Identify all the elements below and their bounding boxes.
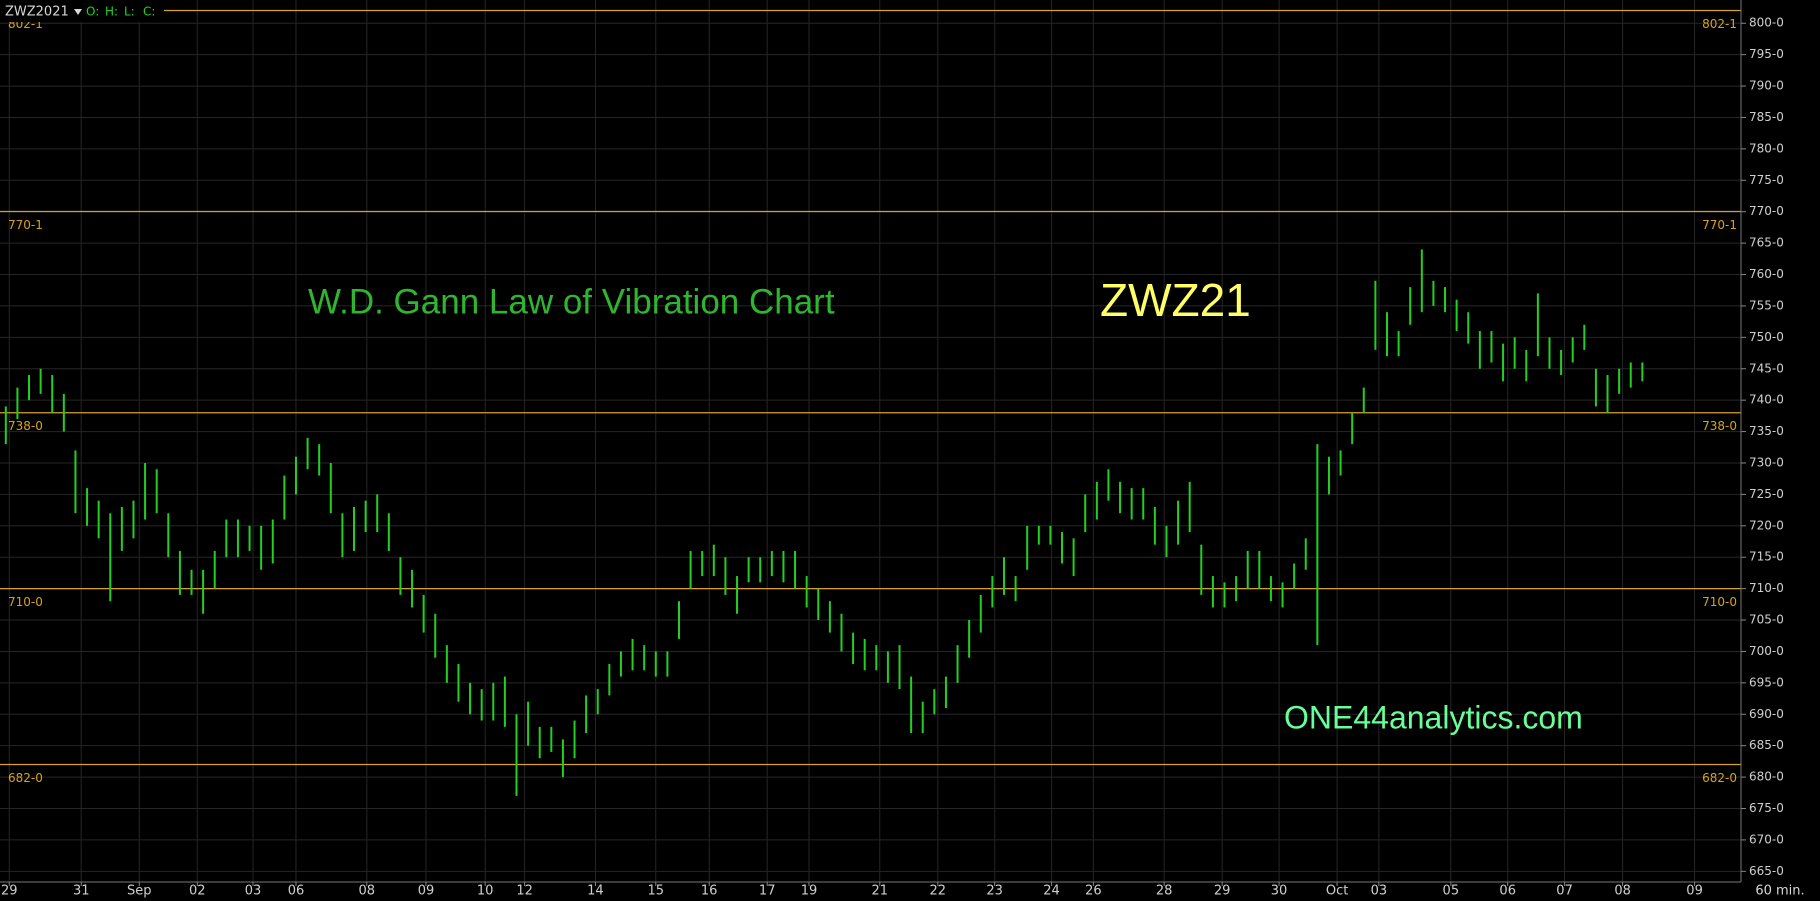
y-tick-label: 675-0 <box>1749 801 1784 815</box>
header-field: H: <box>105 5 118 19</box>
symbol-annotation: ZWZ21 <box>1100 274 1251 326</box>
y-tick-label: 770-0 <box>1749 204 1784 218</box>
y-tick-label: 730-0 <box>1749 455 1784 469</box>
chart-title: W.D. Gann Law of Vibration Chart <box>308 282 835 321</box>
y-tick-label: 670-0 <box>1749 832 1784 846</box>
y-tick-label: 720-0 <box>1749 518 1784 532</box>
y-tick-label: 680-0 <box>1749 770 1784 784</box>
x-tick-label: 22 <box>930 884 947 899</box>
x-tick-label: 08 <box>1614 884 1631 899</box>
x-tick-label: 08 <box>358 884 375 899</box>
interval-label[interactable]: 60 min. <box>1755 884 1804 899</box>
y-tick-label: 745-0 <box>1749 361 1784 375</box>
x-tick-label: Sep <box>127 884 152 899</box>
x-tick-label: 26 <box>1085 884 1102 899</box>
y-tick-label: 685-0 <box>1749 738 1784 752</box>
level-label: 710-0 <box>8 595 43 609</box>
x-tick-label: 29 <box>1 884 18 899</box>
header-fields: O: H: L: C: <box>86 5 155 19</box>
y-tick-label: 695-0 <box>1749 675 1784 689</box>
header-field: O: <box>86 5 99 19</box>
header-background <box>0 0 164 22</box>
y-tick-label: 740-0 <box>1749 393 1784 407</box>
bar-layer <box>4 249 1644 796</box>
x-tick-label: 24 <box>1043 884 1060 899</box>
y-tick-label: 780-0 <box>1749 141 1784 155</box>
y-tick-label: 795-0 <box>1749 47 1784 61</box>
y-tick-label: 700-0 <box>1749 644 1784 658</box>
level-label: 770-1 <box>8 218 43 232</box>
grid-layer: 665-0 670-0 675-0 680-0 685-0 690-0 695-0 700-0… <box>0 0 1784 899</box>
x-tick-label: 07 <box>1556 884 1573 899</box>
x-tick-label: Oct <box>1326 884 1348 899</box>
x-tick-label: 03 <box>245 884 262 899</box>
x-tick-label: 06 <box>1499 884 1516 899</box>
y-tick-label: 710-0 <box>1749 581 1784 595</box>
x-tick-label: 09 <box>1686 884 1703 899</box>
x-tick-label: 17 <box>759 884 776 899</box>
x-tick-label: 14 <box>587 884 604 899</box>
y-tick-label: 690-0 <box>1749 707 1784 721</box>
y-tick-label: 735-0 <box>1749 424 1784 438</box>
y-tick-label: 750-0 <box>1749 330 1784 344</box>
symbol-dropdown[interactable] <box>74 9 82 15</box>
y-tick-label: 790-0 <box>1749 79 1784 93</box>
x-tick-label: 09 <box>418 884 435 899</box>
y-tick-label: 725-0 <box>1749 487 1784 501</box>
x-tick-label: 31 <box>73 884 90 899</box>
level-label: 682-0 <box>8 771 43 785</box>
x-tick-label: 30 <box>1271 884 1288 899</box>
level-label: 682-0 <box>1702 771 1737 785</box>
header-field: C: <box>143 5 155 19</box>
x-tick-label: 15 <box>648 884 665 899</box>
y-tick-label: 775-0 <box>1749 173 1784 187</box>
y-tick-label: 765-0 <box>1749 236 1784 250</box>
header-field: L: <box>124 5 135 19</box>
x-tick-label: 06 <box>288 884 305 899</box>
level-label: 710-0 <box>1702 595 1737 609</box>
x-tick-label: 19 <box>801 884 818 899</box>
y-tick-label: 755-0 <box>1749 298 1784 312</box>
symbol-label[interactable]: ZWZ2021 <box>5 5 69 20</box>
x-tick-label: 29 <box>1214 884 1231 899</box>
level-label: 738-0 <box>1702 419 1737 433</box>
y-tick-label: 705-0 <box>1749 613 1784 627</box>
x-tick-label: 10 <box>477 884 494 899</box>
x-tick-label: 02 <box>189 884 206 899</box>
watermark: ONE44analytics.com <box>1284 699 1583 735</box>
level-label: 802-1 <box>1702 17 1737 31</box>
x-tick-label: 05 <box>1443 884 1460 899</box>
level-label: 770-1 <box>1702 218 1737 232</box>
x-tick-label: 23 <box>986 884 1003 899</box>
y-tick-label: 800-0 <box>1749 16 1784 30</box>
x-tick-label: 03 <box>1371 884 1388 899</box>
y-tick-label: 785-0 <box>1749 110 1784 124</box>
x-tick-label: 16 <box>701 884 718 899</box>
x-tick-label: 12 <box>516 884 533 899</box>
y-tick-label: 715-0 <box>1749 550 1784 564</box>
y-tick-label: 665-0 <box>1749 864 1784 878</box>
x-tick-label: 21 <box>872 884 889 899</box>
level-label: 738-0 <box>8 419 43 433</box>
x-tick-label: 28 <box>1156 884 1173 899</box>
y-tick-label: 760-0 <box>1749 267 1784 281</box>
